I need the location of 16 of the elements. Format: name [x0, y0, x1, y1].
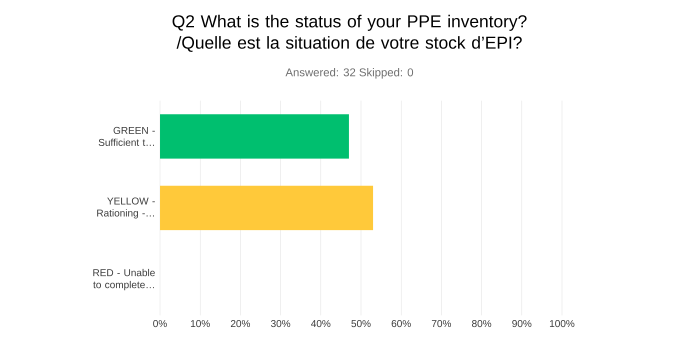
- chart-title: Q2 What is the status of your PPE inventory? /Quelle est la situation de votre stock d’EPI?: [172, 14, 527, 52]
- chart-subtitle: Answered: 32 Skipped: 0: [285, 68, 414, 79]
- x-tick-label: 10%: [190, 320, 210, 328]
- x-tick-label: 40%: [311, 320, 330, 328]
- x-tick-label: 30%: [270, 320, 290, 328]
- x-tick-label: 20%: [230, 320, 250, 328]
- y-tick-label: RED - Unable to complete…: [93, 268, 155, 290]
- y-tick-label: YELLOW - Rationing -…: [97, 197, 155, 219]
- x-tick-label: 0%: [153, 320, 167, 328]
- y-tick-label: GREEN - Sufficient t…: [98, 126, 155, 146]
- x-tick-label: 70%: [432, 320, 452, 328]
- x-tick-label: 80%: [472, 320, 492, 328]
- x-tick-label: 100%: [550, 320, 574, 328]
- x-tick-label: 90%: [512, 320, 532, 328]
- x-tick-label: 50%: [351, 320, 371, 328]
- x-tick-label: 60%: [392, 320, 411, 328]
